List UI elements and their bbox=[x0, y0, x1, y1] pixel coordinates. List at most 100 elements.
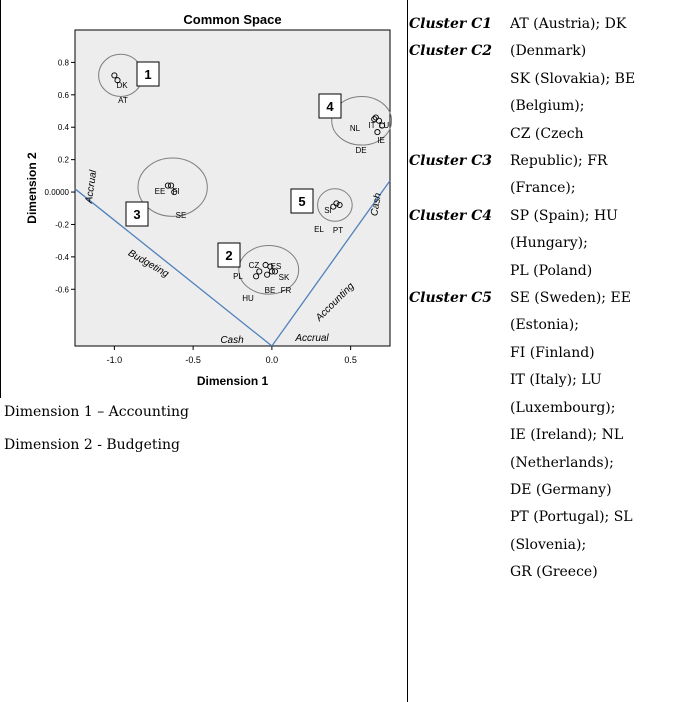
cluster-label: Cluster C4 bbox=[409, 207, 493, 224]
point-label: PL bbox=[233, 272, 243, 281]
dimension-2-note: Dimension 2 - Budgeting bbox=[4, 437, 180, 453]
cluster-countries: (Luxembourg); bbox=[510, 399, 616, 416]
mds-scatter-chart: Common Space Dimension 1 Dimension 2 -1.0 -0… bbox=[25, 12, 392, 388]
cluster-row: (France); bbox=[409, 175, 671, 202]
cluster-row: Cluster C4 SP (Spain); HU bbox=[409, 203, 671, 230]
y-tick-label: 0.0000 bbox=[45, 188, 70, 197]
cluster-number: 5 bbox=[298, 194, 305, 209]
cluster-row: PT (Portugal); SL bbox=[409, 504, 671, 531]
cluster-row: Cluster C2 (Denmark) bbox=[409, 38, 671, 65]
point-label: ES bbox=[271, 262, 282, 271]
point-label: EL bbox=[314, 225, 324, 234]
data-point bbox=[375, 117, 383, 124]
table-left-border bbox=[0, 0, 1, 398]
cluster-label bbox=[409, 532, 510, 559]
y-tick-label: 0.8 bbox=[58, 58, 70, 67]
cluster-countries: Republic); FR bbox=[510, 153, 608, 170]
cluster-number-box bbox=[125, 201, 149, 227]
cluster-label bbox=[409, 121, 510, 148]
cluster-label bbox=[409, 340, 510, 367]
cluster-number: 2 bbox=[225, 248, 232, 263]
cluster-label bbox=[409, 258, 510, 285]
dimension-1-note: Dimension 1 – Accounting bbox=[4, 404, 189, 420]
cluster-row: (Estonia); bbox=[409, 312, 671, 339]
cluster-countries: (Netherlands); bbox=[510, 454, 614, 471]
cluster-label bbox=[409, 367, 510, 394]
cluster-number-box bbox=[318, 93, 342, 119]
cluster-label bbox=[409, 422, 510, 449]
point-label: DK bbox=[116, 81, 128, 90]
x-tick-label: 0.0 bbox=[266, 355, 279, 365]
cluster-row: Cluster C1 AT (Austria); DK bbox=[409, 11, 671, 38]
y-tick-label: 0.6 bbox=[58, 91, 70, 100]
cluster-label bbox=[409, 450, 510, 477]
cluster-countries: AT (Austria); DK bbox=[510, 16, 627, 32]
cluster-row: IT (Italy); LU bbox=[409, 367, 671, 394]
data-point bbox=[374, 129, 381, 136]
data-point bbox=[253, 273, 260, 280]
region-annotation: Cash bbox=[369, 192, 384, 217]
point-label: SI bbox=[324, 206, 332, 215]
cluster-countries: IE (Ireland); NL bbox=[510, 427, 624, 444]
point-label: HU bbox=[242, 294, 254, 303]
data-point bbox=[372, 114, 379, 121]
cluster-countries: (Denmark) bbox=[510, 43, 587, 60]
accounting-boundary-line bbox=[271, 180, 391, 347]
y-axis-label: Dimension 2 bbox=[25, 152, 39, 224]
point-label: EE bbox=[155, 187, 166, 196]
budgeting-boundary-line bbox=[74, 188, 273, 347]
cluster-countries: PT (Portugal); SL bbox=[510, 509, 633, 526]
cluster-label: Cluster C1 bbox=[409, 16, 493, 32]
cluster-number: 4 bbox=[326, 99, 334, 114]
table-column-divider bbox=[407, 0, 408, 702]
data-point bbox=[379, 122, 386, 129]
data-point bbox=[168, 182, 175, 189]
cluster-countries: (Estonia); bbox=[510, 317, 579, 334]
data-point bbox=[111, 72, 118, 79]
point-label: AT bbox=[118, 96, 128, 105]
cluster-countries: SK (Slovakia); BE bbox=[510, 70, 636, 87]
x-axis-label: Dimension 1 bbox=[197, 374, 269, 388]
cluster-number-box bbox=[290, 188, 314, 214]
data-point bbox=[336, 201, 343, 209]
cluster-row: Cluster C5 SE (Sweden); EE bbox=[409, 285, 671, 312]
cluster-ellipse bbox=[331, 95, 392, 146]
y-tick-label: -0.4 bbox=[55, 253, 69, 262]
data-point bbox=[114, 77, 121, 84]
data-point bbox=[171, 189, 178, 196]
data-point bbox=[164, 182, 171, 189]
x-tick-label: 0.5 bbox=[344, 355, 357, 365]
cluster-label bbox=[409, 504, 510, 531]
cluster-ellipse bbox=[238, 245, 300, 295]
point-label: IE bbox=[377, 136, 385, 145]
cluster-label: Cluster C5 bbox=[409, 290, 493, 307]
cluster-ellipse bbox=[137, 157, 208, 217]
region-annotation: Accrual bbox=[294, 333, 329, 344]
point-label: FR bbox=[281, 286, 292, 295]
point-label: DE bbox=[355, 146, 366, 155]
region-annotation: Accrual bbox=[84, 169, 100, 205]
point-label: SK bbox=[279, 273, 290, 282]
cluster-label bbox=[409, 230, 510, 257]
cluster-row: (Netherlands); bbox=[409, 450, 671, 477]
region-annotation: Cash bbox=[220, 335, 244, 346]
cluster-row: CZ (Czech bbox=[409, 121, 671, 148]
y-tick-label: 0.2 bbox=[58, 156, 70, 165]
data-point bbox=[330, 203, 337, 210]
cluster-label bbox=[409, 477, 510, 504]
point-label: LU bbox=[379, 121, 389, 130]
cluster-countries: CZ (Czech bbox=[510, 125, 584, 142]
cluster-label: Cluster C2 bbox=[409, 43, 493, 60]
y-tick-label: 0.4 bbox=[58, 123, 70, 132]
cluster-label bbox=[409, 93, 510, 120]
cluster-countries: (Hungary); bbox=[510, 235, 588, 252]
cluster-number-box bbox=[217, 242, 241, 268]
point-label: BE bbox=[265, 286, 276, 295]
cluster-countries: (Slovenia); bbox=[510, 536, 587, 553]
cluster-ellipse bbox=[317, 188, 353, 222]
chart-title: Common Space bbox=[183, 12, 281, 27]
cluster-countries: DE (Germany) bbox=[510, 481, 612, 498]
cluster-table: Cluster C1 AT (Austria); DK Cluster C2 (Den… bbox=[409, 11, 671, 587]
cluster-countries: FI (Finland) bbox=[510, 344, 595, 361]
cluster-row: SK (Slovakia); BE bbox=[409, 66, 671, 93]
